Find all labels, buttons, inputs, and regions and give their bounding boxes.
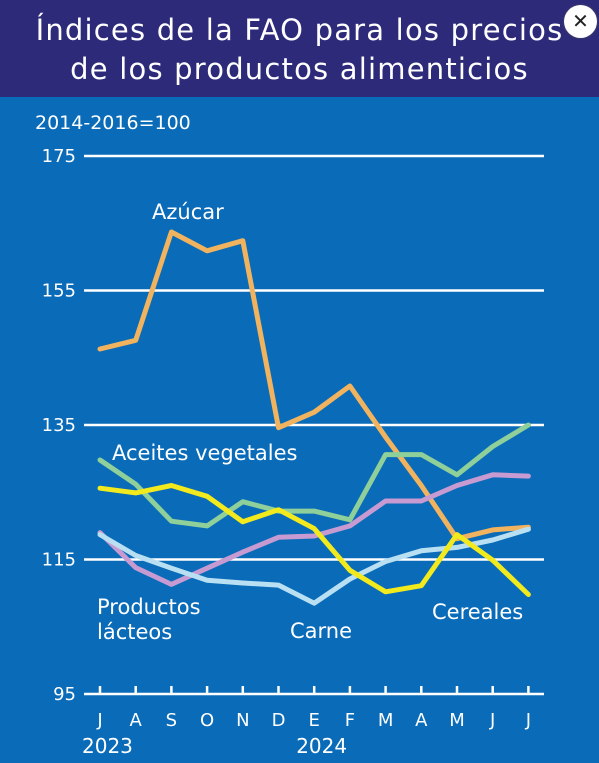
close-button[interactable]: ✕ xyxy=(564,5,597,38)
year-label-2024: 2024 xyxy=(296,734,347,758)
series-line-cereales xyxy=(97,483,531,597)
y-tick-label-175: 175 xyxy=(42,146,76,167)
series-line-carne xyxy=(97,526,531,606)
series-label-productos-lacteos-line-1: Productos xyxy=(97,595,201,619)
series-label-aceites-vegetales: Aceites vegetales xyxy=(112,441,297,465)
x-tick-label-9: A xyxy=(415,710,428,731)
x-tick-label-0: J xyxy=(96,710,102,731)
grid-lines xyxy=(84,154,544,696)
x-tick-label-8: M xyxy=(378,710,394,731)
x-tick-label-7: F xyxy=(345,710,355,731)
series-label-cereales: Cereales xyxy=(432,600,523,624)
close-icon: ✕ xyxy=(572,9,589,33)
x-tick-label-11: J xyxy=(489,710,495,731)
x-tick-label-10: M xyxy=(449,710,465,731)
y-tick-label-95: 95 xyxy=(53,684,76,705)
y-axis-tick-labels: 95 115 135 155 175 xyxy=(42,146,76,705)
x-tick-label-3: O xyxy=(200,710,214,731)
series-label-azucar: Azúcar xyxy=(152,200,224,224)
x-tick-label-4: N xyxy=(236,710,249,731)
series-label-carne: Carne xyxy=(290,619,352,643)
chart-title-line-2: de los productos alimenticios xyxy=(70,52,529,86)
series-line-productos-lacteos xyxy=(97,472,531,587)
y-tick-label-155: 155 xyxy=(42,281,76,302)
x-tick-label-5: D xyxy=(272,710,286,731)
series-line-aceites-vegetales xyxy=(97,422,531,529)
year-label-2023: 2023 xyxy=(82,734,133,758)
unit-label: 2014-2016=100 xyxy=(35,112,191,134)
x-tick-label-2: S xyxy=(166,710,177,731)
x-tick-label-12: J xyxy=(525,710,531,731)
series-label-productos-lacteos-line-2: lácteos xyxy=(97,620,172,644)
y-tick-label-135: 135 xyxy=(42,415,76,436)
series-lines xyxy=(97,229,531,606)
y-tick-label-115: 115 xyxy=(42,550,76,571)
series-line-azucar xyxy=(97,229,531,542)
chart-title-line-1: Índices de la FAO para los precios xyxy=(35,13,564,47)
x-tick-label-1: A xyxy=(130,710,143,731)
x-tick-label-6: E xyxy=(309,710,320,731)
chart-header: Índices de la FAO para los precios de lo… xyxy=(0,0,599,97)
